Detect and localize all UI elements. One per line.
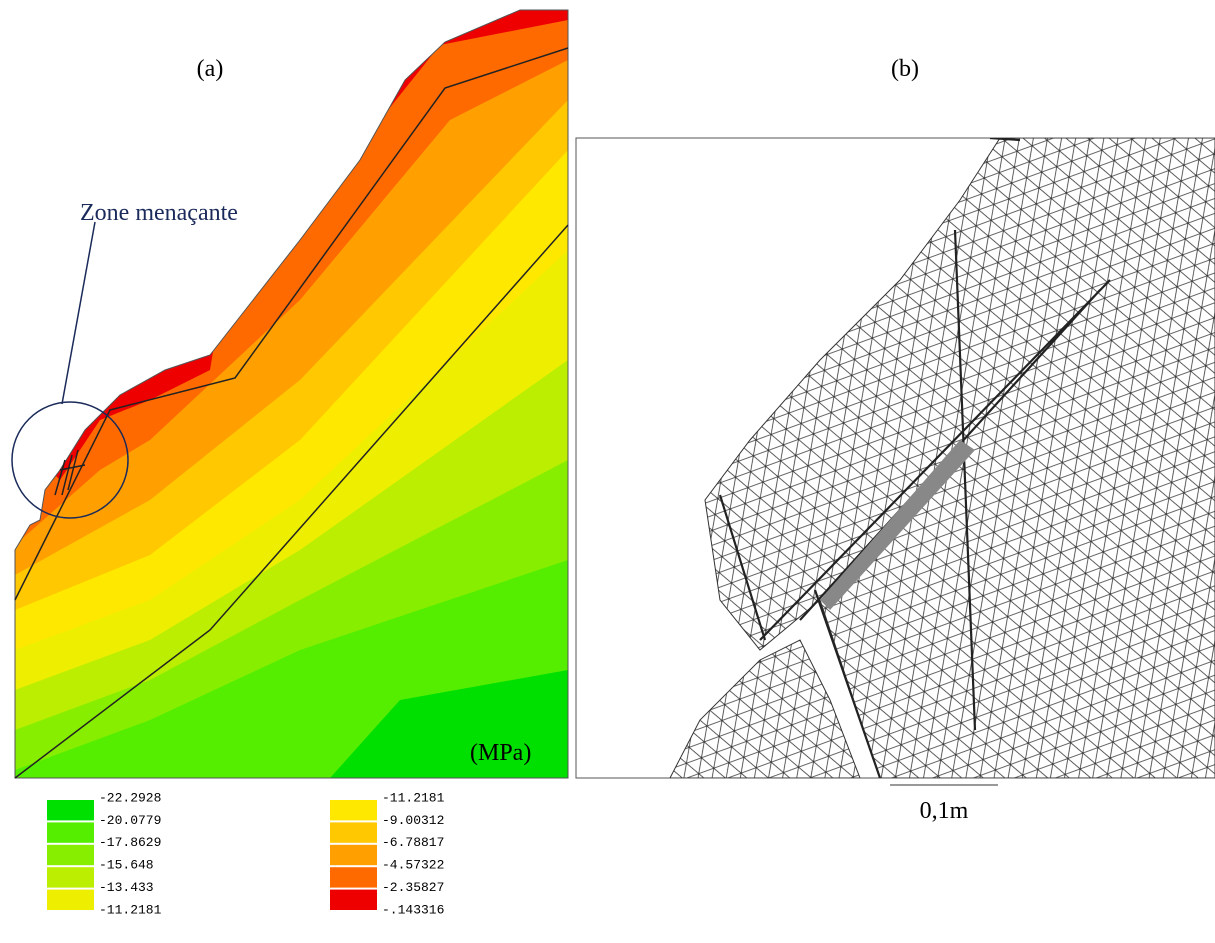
legend-swatch: [330, 800, 377, 821]
legend-unit: (MPa): [470, 740, 531, 766]
legend-swatch: [47, 844, 94, 866]
legend-label: -.143316: [382, 902, 444, 917]
leader-line: [61, 221, 96, 405]
legend-label: -11.2181: [99, 902, 162, 917]
legend-swatch: [330, 867, 377, 888]
mesh: [669, 138, 1215, 778]
contour-map: [15, 10, 568, 778]
slope-outline: [14, 9, 569, 779]
legend-label: -20.0779: [99, 813, 161, 828]
legend-label: -4.57322: [382, 858, 444, 873]
legend-label: -2.35827: [382, 880, 444, 895]
annotation: Zone menaçante: [80, 200, 238, 226]
legend-label: -15.648: [99, 858, 154, 873]
scale-label: 0,1m: [920, 798, 969, 824]
legend-swatch: [47, 822, 94, 843]
zone-circle: [11, 401, 129, 519]
legend: -22.2928 -20.0779 -17.8629 -15.648 -13.433 -1…: [47, 790, 445, 917]
legend-swatch: [330, 822, 377, 843]
panel-label: (a): [197, 56, 224, 82]
legend-label: -13.433: [99, 880, 154, 895]
legend-swatch: [47, 889, 94, 910]
legend-swatch: [330, 844, 377, 866]
legend-label: -17.8629: [99, 835, 161, 850]
legend-label: -22.2928: [99, 790, 161, 805]
legend-swatch: [47, 800, 94, 821]
fractures: [54, 449, 86, 496]
panel-label: (b): [891, 56, 919, 82]
joint-line: [14, 47, 569, 601]
legend-swatch: [330, 889, 377, 910]
legend-swatch: [47, 867, 94, 888]
legend-label: -11.2181: [382, 790, 445, 805]
joint-line: [14, 224, 569, 779]
legend-label: -9.00312: [382, 813, 444, 828]
legend-label: -6.78817: [382, 835, 444, 850]
